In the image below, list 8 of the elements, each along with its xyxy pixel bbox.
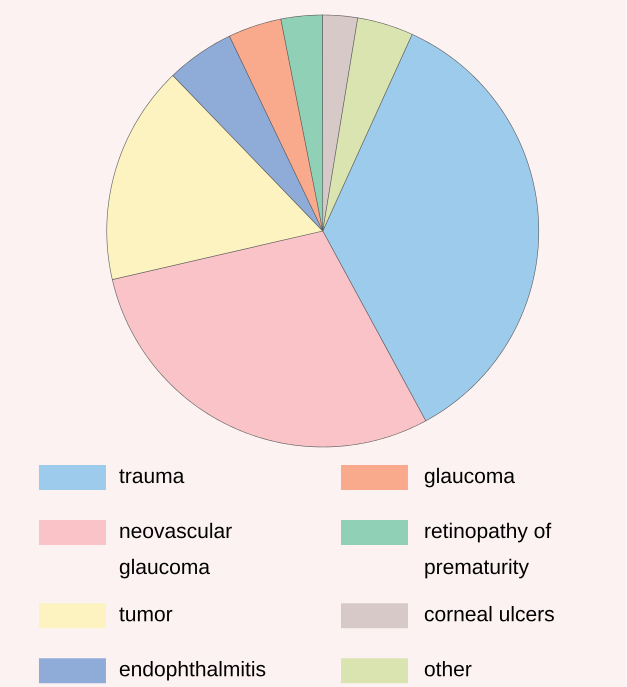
legend-label: retinopathy of prematurity [425, 522, 552, 578]
legend-label: corneal ulcers [424, 606, 554, 622]
legend-label: trauma [119, 469, 184, 484]
legend-label: endophthalmitis [120, 660, 266, 681]
legend-label: other [424, 660, 472, 676]
legend-label: neovascular glaucoma [120, 522, 232, 578]
legend-label: tumor [119, 608, 172, 622]
legend-label: glaucoma [424, 468, 516, 488]
